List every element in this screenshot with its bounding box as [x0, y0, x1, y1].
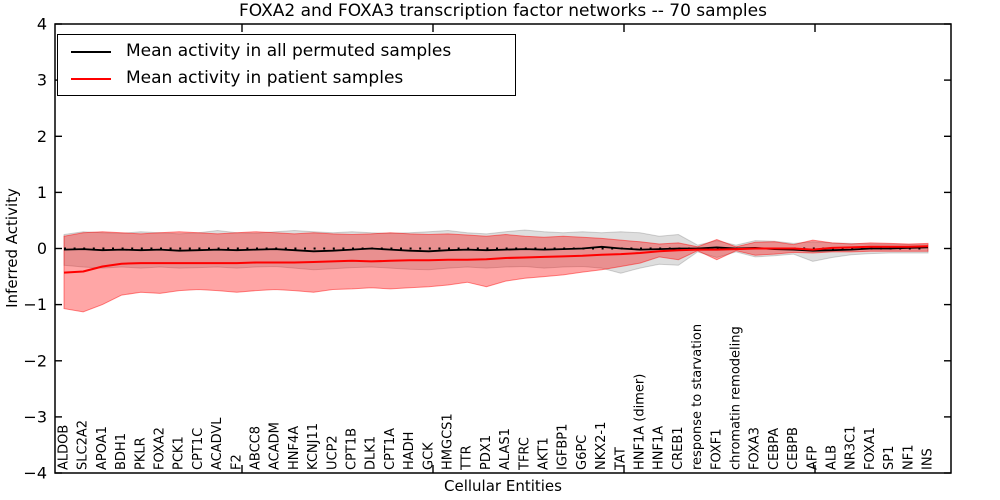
legend-label-patient: Mean activity in patient samples [126, 68, 404, 88]
category-label: TTR [460, 445, 475, 471]
y-tick-label: 2 [37, 127, 47, 146]
category-label: FOXA2 [153, 427, 168, 470]
category-label: FOXA1 [863, 427, 878, 470]
category-label: HADH [402, 432, 417, 470]
category-label: TFRC [517, 437, 532, 471]
category-label: BDH1 [114, 433, 129, 470]
category-label: FOXA3 [748, 427, 763, 470]
category-label: CEBPA [767, 428, 782, 470]
category-label: HNF4A [287, 426, 302, 470]
category-label: HMGCS1 [441, 413, 456, 470]
category-label: AKT1 [537, 437, 552, 470]
category-label: CREB1 [671, 426, 686, 470]
y-tick-label: −4 [23, 464, 47, 483]
patient-range-band [63, 231, 929, 313]
y-axis-label: Inferred Activity [3, 188, 21, 308]
legend-entry-permuted: Mean activity in all permuted samples [71, 42, 515, 61]
y-tick-label: −3 [23, 407, 47, 426]
x-tick-labels: ALDOB SLC2A2 APOA1 BDH1 PKLR FOXA2 PCK1 CPT1C AC… [57, 324, 936, 471]
patient-mean-line [63, 245, 929, 274]
y-tick-label: −2 [23, 351, 47, 370]
category-label: NKX2-1 [594, 422, 609, 470]
y-tick-label: −1 [23, 295, 47, 314]
y-tick-label: 1 [37, 183, 47, 202]
x-axis-label: Cellular Entities [444, 477, 562, 495]
category-label: PDX1 [479, 435, 494, 470]
category-label: TAT [613, 447, 628, 471]
category-label: ACADVL [210, 417, 225, 470]
category-label: CPT1A [383, 428, 398, 470]
category-label: SLC2A2 [76, 420, 91, 470]
chart-title: FOXA2 and FOXA3 transcription factor net… [239, 1, 767, 21]
category-label: G6PC [575, 435, 590, 470]
category-label: HNF1A [652, 426, 667, 470]
y-tick-label: 3 [37, 71, 47, 90]
category-label: IGFBP1 [556, 424, 571, 470]
category-label: PCK1 [172, 436, 187, 470]
category-label: ALAS1 [498, 428, 513, 470]
legend: Mean activity in all permuted samples Me… [57, 34, 516, 96]
category-label: ALDOB [57, 425, 72, 470]
category-label: APOA1 [95, 426, 110, 470]
category-label: CPT1C [191, 428, 206, 470]
bands-layer [63, 229, 929, 313]
category-label: CEBPB [786, 427, 801, 470]
category-label: chromatin remodeling [729, 326, 744, 470]
category-label: NF1 [901, 445, 916, 470]
category-label: INS [921, 448, 936, 470]
category-label: ALB [825, 445, 840, 470]
y-tick-label: 0 [37, 239, 47, 258]
lines-layer [63, 245, 929, 274]
legend-line-patient-sample [71, 77, 111, 80]
category-label: SP1 [882, 446, 897, 470]
category-label: KCNJ11 [306, 423, 321, 470]
category-label: GCK [421, 442, 436, 470]
category-label: ABCC8 [249, 426, 264, 470]
category-label: DLK1 [364, 436, 379, 470]
category-label: HNF1A (dimer) [633, 374, 648, 470]
y-tick-labels: 4 3 2 1 0 −1 −2 −3 −4 [23, 15, 47, 483]
category-label: F2 [229, 454, 244, 470]
y-tick-label: 4 [37, 15, 47, 34]
category-label: CPT1B [345, 428, 360, 470]
legend-label-permuted: Mean activity in all permuted samples [126, 41, 452, 61]
legend-entry-patient: Mean activity in patient samples [71, 69, 515, 88]
legend-line-permuted-sample [71, 50, 111, 53]
category-label: FOXF1 [709, 428, 724, 470]
category-label: AFP [805, 446, 820, 470]
category-label: NR3C1 [844, 426, 859, 470]
category-label: PKLR [133, 437, 148, 470]
category-label: UCP2 [325, 435, 340, 470]
category-label: response to starvation [690, 324, 705, 470]
category-label: ACADM [268, 422, 283, 470]
